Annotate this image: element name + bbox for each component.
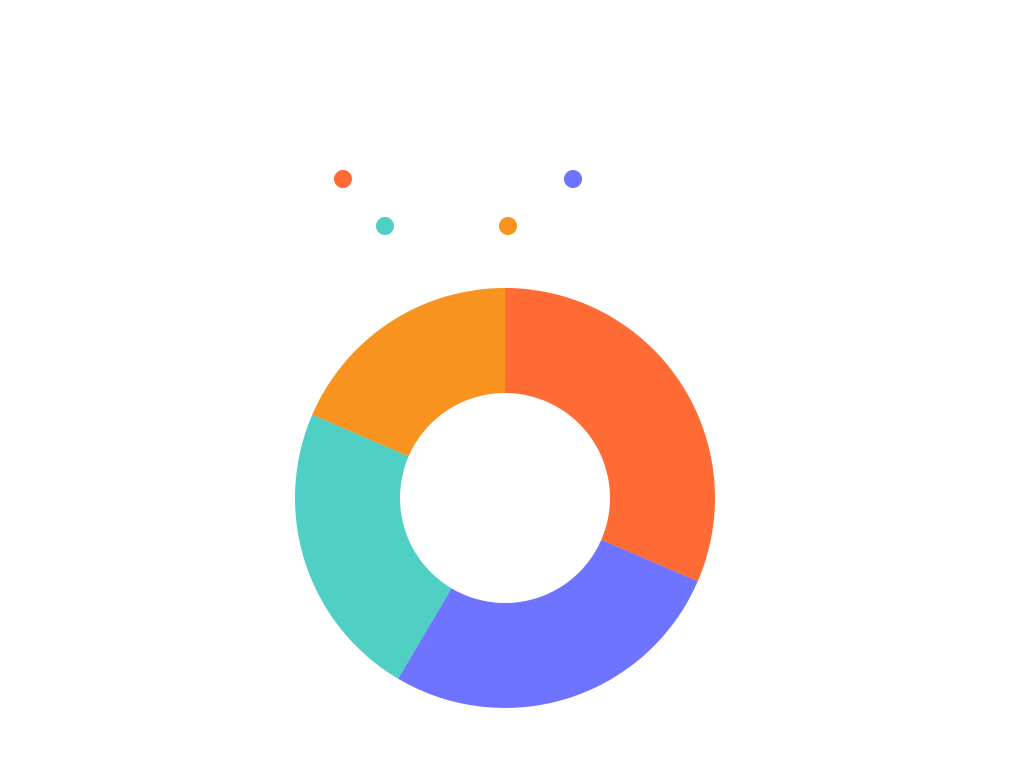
donut-slice-2[interactable] <box>398 539 698 708</box>
donut-slice-1[interactable] <box>505 288 715 582</box>
chart-legend <box>334 170 582 235</box>
legend-marker <box>376 217 394 235</box>
legend-item-2[interactable] <box>564 170 582 188</box>
legend-marker <box>334 170 352 188</box>
legend-item-3[interactable] <box>376 217 394 235</box>
donut-slice-4[interactable] <box>312 288 505 457</box>
legend-marker <box>564 170 582 188</box>
legend-item-1[interactable] <box>334 170 352 188</box>
legend-marker <box>499 217 517 235</box>
donut-slice-3[interactable] <box>295 414 452 679</box>
donut-slices <box>295 288 715 708</box>
legend-item-4[interactable] <box>499 217 517 235</box>
